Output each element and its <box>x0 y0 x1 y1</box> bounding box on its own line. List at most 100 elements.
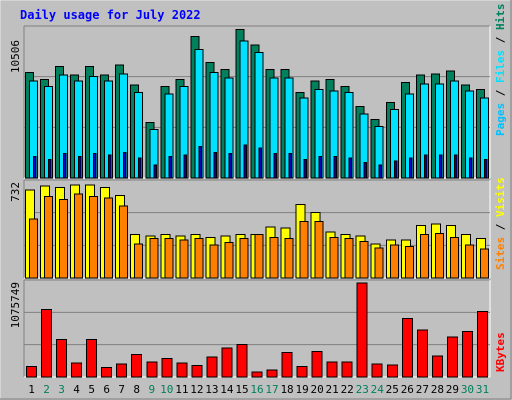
kbytes-bar <box>191 365 203 378</box>
kbytes-bar <box>386 364 398 378</box>
kbytes-bar <box>251 371 263 378</box>
pages-bar <box>453 154 458 179</box>
day-label: 22 <box>341 383 354 396</box>
pages-bar <box>63 153 67 179</box>
middle-panel-ymax-label: 732 <box>9 182 22 202</box>
pages-bar <box>153 164 157 179</box>
kbytes-bar <box>221 347 233 378</box>
day-label: 8 <box>133 383 140 396</box>
day-label: 11 <box>175 383 188 396</box>
day-label: 7 <box>118 383 125 396</box>
kbytes-bar <box>266 369 278 378</box>
sites-bar <box>89 196 99 279</box>
sites-bar <box>284 238 294 279</box>
pages-bar <box>393 160 398 179</box>
kbytes-bar <box>326 361 338 378</box>
sites-bar <box>419 234 429 279</box>
sites-bar <box>434 232 444 279</box>
kbytes-bar <box>416 329 428 378</box>
kbytes-bar <box>146 361 158 378</box>
kbytes-bar <box>131 353 143 378</box>
sites-bar <box>314 221 324 279</box>
kbytes-bar <box>56 338 68 378</box>
pages-bar <box>228 153 232 179</box>
day-label: 29 <box>446 383 459 396</box>
bottom-legend: KBytes <box>494 332 507 372</box>
bottom-panel-bars <box>26 282 488 378</box>
pages-bar <box>198 146 202 179</box>
kbytes-bar <box>341 361 353 378</box>
top-panel-ymax-label: 10506 <box>9 40 22 73</box>
chart-title: Daily usage for July 2022 <box>20 8 201 22</box>
sites-bar <box>224 242 234 279</box>
kbytes-bar <box>311 351 323 378</box>
sites-bar <box>359 240 369 279</box>
pages-bar <box>468 157 473 179</box>
pages-bar <box>348 157 353 179</box>
legend-separator: / <box>494 30 507 50</box>
sites-bar <box>209 244 219 279</box>
sites-bar <box>479 248 489 279</box>
pages-bar <box>168 156 172 179</box>
kbytes-bar <box>356 282 368 378</box>
sites-bar <box>44 196 54 279</box>
middle-panel-bars <box>25 184 489 279</box>
pages-bar <box>363 161 368 179</box>
sites-bar <box>374 247 384 279</box>
sites-bar <box>29 218 38 279</box>
day-label: 12 <box>190 383 203 396</box>
day-label: 31 <box>476 383 489 396</box>
kbytes-bar <box>401 317 413 378</box>
legend-separator: / <box>494 217 507 237</box>
sites-bar <box>239 238 249 279</box>
legend-separator: / <box>494 83 507 103</box>
chart-panels <box>23 25 491 378</box>
pages-bar <box>243 144 247 179</box>
pages-bar <box>273 153 278 179</box>
sites-bar <box>329 236 339 279</box>
day-label: 23 <box>356 383 369 396</box>
sites-bar <box>104 197 114 279</box>
pages-bar <box>333 156 338 179</box>
sites-bar <box>449 236 459 279</box>
kbytes-bar <box>206 356 218 378</box>
kbytes-bar <box>296 366 308 378</box>
day-label: 14 <box>220 383 234 396</box>
kbytes-bar <box>26 366 37 378</box>
day-label: 5 <box>88 383 95 396</box>
day-label: 10 <box>160 383 173 396</box>
kbytes-bar <box>41 309 53 378</box>
top-legend: Pages / Files / Hits <box>494 4 507 137</box>
day-label: 17 <box>265 383 278 396</box>
kbytes-bar <box>101 366 113 378</box>
kbytes-bar <box>116 363 128 378</box>
sites-bar <box>134 243 144 279</box>
pages-bar <box>33 156 37 179</box>
day-label: 9 <box>148 383 155 396</box>
pages-bar <box>423 154 428 179</box>
kbytes-bar <box>461 331 473 378</box>
kbytes-bar <box>371 363 383 378</box>
sites-bar <box>179 239 189 279</box>
day-label: 3 <box>58 383 65 396</box>
sites-bar <box>269 236 279 279</box>
kbytes-bar <box>161 358 173 378</box>
sites-bar <box>299 221 309 279</box>
legend-pages: Pages <box>494 103 507 136</box>
pages-bar <box>183 154 187 179</box>
kbytes-bar <box>176 362 188 378</box>
sites-bar <box>59 198 69 279</box>
pages-bar <box>138 157 142 179</box>
pages-bar <box>303 158 308 179</box>
kbytes-bar <box>431 355 443 378</box>
day-label: 15 <box>235 383 248 396</box>
day-label: 6 <box>103 383 110 396</box>
pages-bar <box>258 147 262 179</box>
kbytes-bar <box>446 336 458 378</box>
day-label: 13 <box>205 383 218 396</box>
middle-legend: Sites / Visits <box>494 177 507 270</box>
sites-bar <box>464 244 474 279</box>
sites-bar <box>389 244 399 279</box>
legend-kbytes: KBytes <box>494 332 507 372</box>
